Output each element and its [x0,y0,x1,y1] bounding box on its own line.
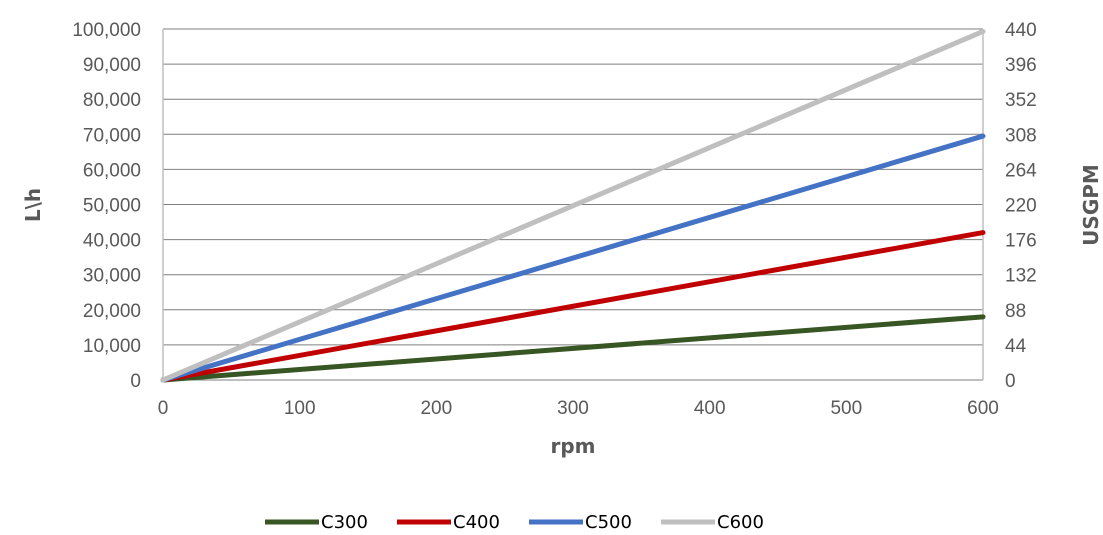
y-axis-left: 0 10,000 20,000 30,000 40,000 50,000 60,000 70,… [72,20,141,392]
y2-tick-label: 308 [1005,125,1037,146]
legend: C300 C400 C500 C600 [265,512,764,533]
y2-tick-label: 220 [1005,196,1037,217]
y-tick-label: 50,000 [83,196,141,217]
x-axis-title: rpm [550,434,595,458]
series-line-c600 [160,28,986,383]
legend-item-c600: C600 [661,512,764,533]
series-line-c300 [160,314,986,383]
y2-tick-label: 352 [1005,90,1037,111]
y-tick-label: 60,000 [83,160,141,181]
y-axis-right: 0 44 88 132 176 220 264 308 352 396 440 [1005,20,1037,392]
y-tick-label: 40,000 [83,231,141,252]
y-tick-label: 30,000 [83,266,141,287]
legend-label: C500 [585,512,632,533]
y2-tick-label: 440 [1005,20,1037,41]
y-tick-label: 0 [130,371,141,392]
x-tick-label: 0 [158,398,169,419]
y-tick-label: 80,000 [83,90,141,111]
y-tick-label: 100,000 [72,20,141,41]
y2-tick-label: 0 [1005,371,1016,392]
y2-tick-label: 396 [1005,55,1037,76]
x-tick-label: 400 [694,398,726,419]
x-axis: 0 100 200 300 400 500 600 [158,398,999,419]
legend-item-c400: C400 [397,512,500,533]
y2-tick-label: 264 [1005,160,1037,181]
y2-tick-label: 176 [1005,231,1037,252]
x-tick-label: 600 [967,398,999,419]
y-axis-title: L\h [21,188,45,222]
x-tick-label: 500 [830,398,862,419]
legend-label: C300 [321,512,368,533]
y-tick-label: 10,000 [83,336,141,357]
legend-item-c500: C500 [529,512,632,533]
y2-tick-label: 44 [1005,336,1027,357]
x-tick-label: 200 [420,398,452,419]
series-layer [160,28,986,383]
plot-area [162,29,984,380]
y-tick-label: 90,000 [83,55,141,76]
series-line-c400 [160,230,986,383]
y2-tick-label: 88 [1005,301,1026,322]
x-tick-label: 300 [557,398,589,419]
y2-tick-label: 132 [1005,266,1037,287]
legend-label: C400 [453,512,500,533]
y-tick-label: 20,000 [83,301,141,322]
series-line-c500 [160,133,986,383]
legend-item-c300: C300 [265,512,368,533]
y2-axis-title: USGPM [1079,164,1103,246]
legend-label: C600 [717,512,764,533]
x-tick-label: 100 [284,398,316,419]
y-tick-label: 70,000 [83,125,141,146]
